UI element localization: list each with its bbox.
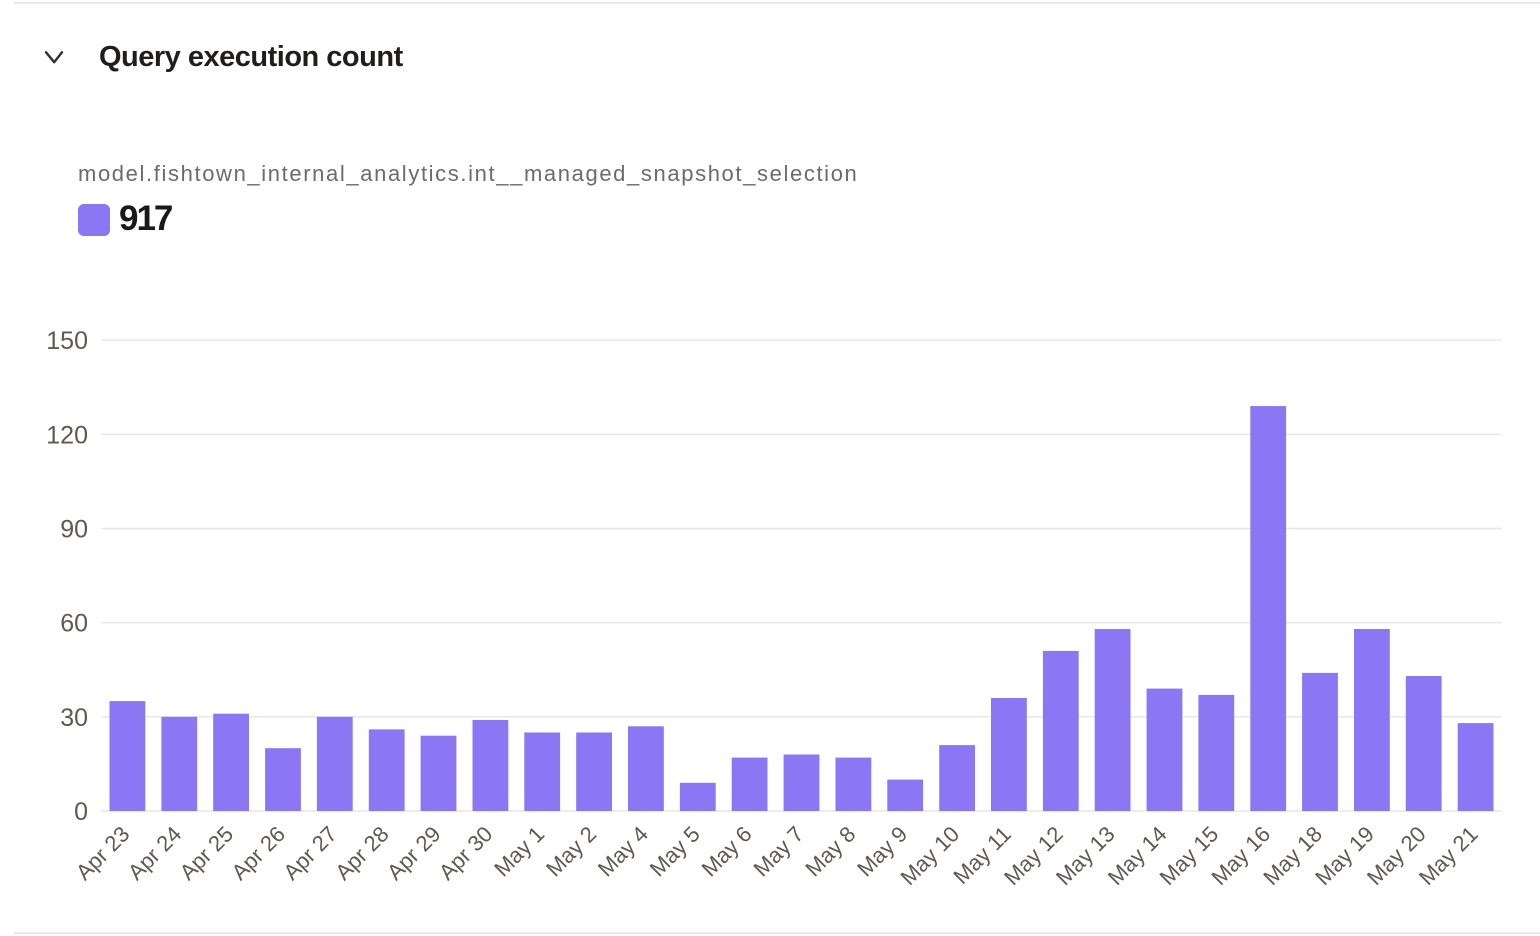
svg-text:60: 60 bbox=[60, 610, 88, 638]
svg-text:May 4: May 4 bbox=[593, 821, 653, 881]
svg-text:May 10: May 10 bbox=[895, 821, 964, 890]
svg-text:0: 0 bbox=[74, 798, 88, 826]
svg-text:120: 120 bbox=[46, 421, 88, 449]
svg-text:May 7: May 7 bbox=[748, 821, 808, 881]
svg-text:May 5: May 5 bbox=[645, 821, 705, 881]
svg-text:Apr 30: Apr 30 bbox=[434, 821, 498, 885]
svg-text:30: 30 bbox=[60, 704, 88, 732]
svg-text:150: 150 bbox=[46, 327, 88, 355]
svg-text:May 8: May 8 bbox=[800, 821, 860, 881]
svg-text:May 6: May 6 bbox=[697, 821, 757, 881]
svg-text:May 21: May 21 bbox=[1414, 821, 1483, 890]
svg-text:Apr 28: Apr 28 bbox=[330, 821, 394, 885]
svg-text:Apr 23: Apr 23 bbox=[71, 821, 135, 885]
svg-text:Apr 29: Apr 29 bbox=[382, 821, 446, 885]
svg-text:90: 90 bbox=[60, 516, 88, 544]
svg-text:Apr 26: Apr 26 bbox=[227, 821, 291, 885]
svg-text:May 2: May 2 bbox=[541, 821, 601, 881]
svg-text:Apr 25: Apr 25 bbox=[175, 821, 239, 885]
svg-text:Apr 24: Apr 24 bbox=[123, 821, 187, 885]
svg-text:May 1: May 1 bbox=[489, 821, 549, 881]
svg-text:Apr 27: Apr 27 bbox=[278, 821, 342, 885]
